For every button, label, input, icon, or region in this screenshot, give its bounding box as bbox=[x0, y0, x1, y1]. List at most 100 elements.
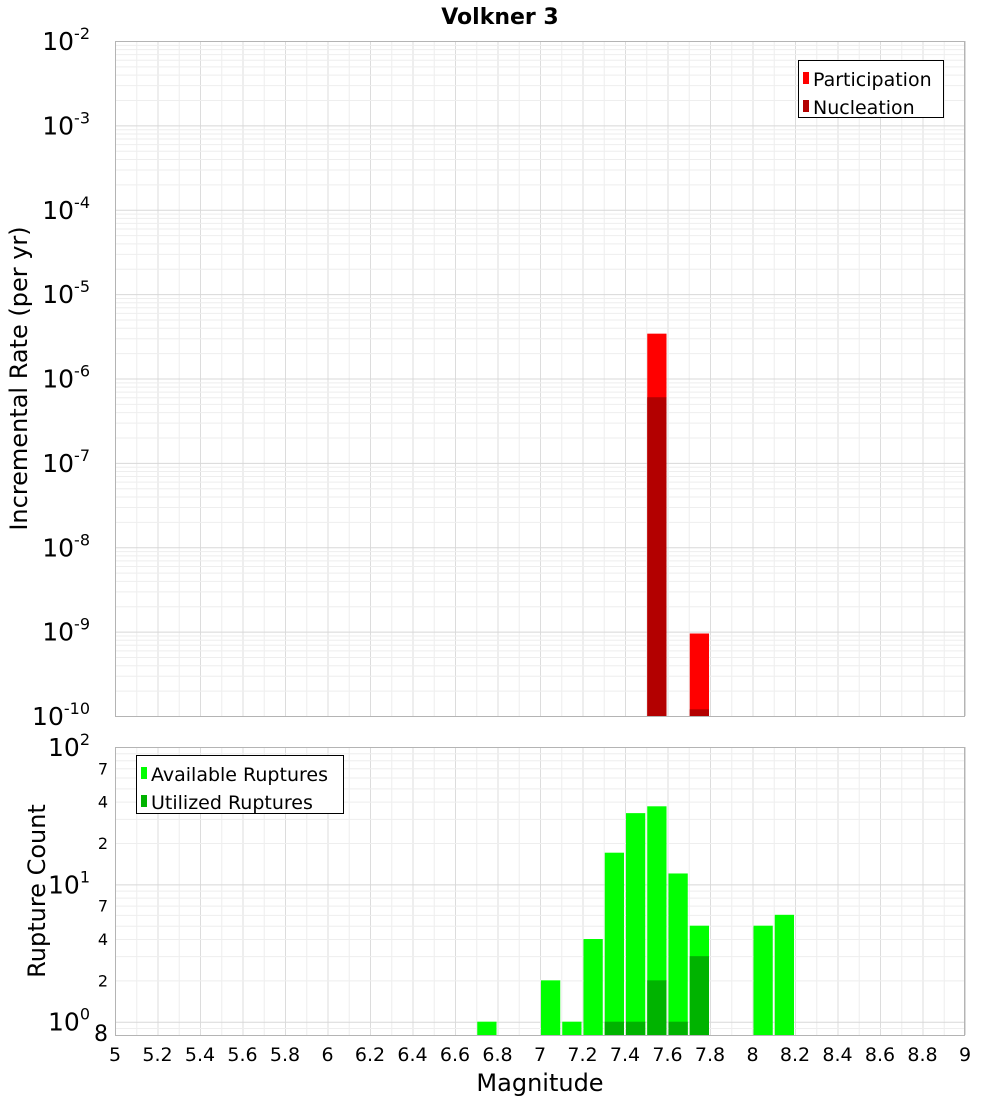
y-minor-tick-label: 2 bbox=[98, 971, 108, 990]
y-tick-label-bottom: 100 bbox=[48, 1005, 90, 1037]
y-tick-label-top-exponent: -7 bbox=[74, 446, 90, 465]
y-tick-label-top-base: 10 bbox=[42, 533, 74, 562]
y-tick-label-top: 10-3 bbox=[42, 108, 90, 140]
x-tick-label: 8 bbox=[746, 1044, 758, 1066]
y-tick-label-top-base: 10 bbox=[42, 196, 74, 225]
count-bar-available-ruptures bbox=[753, 925, 773, 1035]
bottom-legend-label: Utilized Ruptures bbox=[151, 792, 313, 814]
y-tick-label-top-exponent: -9 bbox=[74, 615, 90, 634]
y-tick-label-bottom: 101 bbox=[48, 867, 90, 899]
x-tick-label: 7.4 bbox=[610, 1044, 640, 1066]
top-legend-label: Nucleation bbox=[813, 97, 915, 119]
count-bar-available-ruptures bbox=[477, 1021, 497, 1035]
count-bar-utilized-ruptures bbox=[689, 956, 709, 1035]
x-tick-label: 7.2 bbox=[567, 1044, 597, 1066]
bottom-legend-swatch bbox=[141, 767, 147, 779]
x-tick-label: 7 bbox=[534, 1044, 546, 1066]
top-plot-frame bbox=[115, 41, 965, 717]
y-tick-label-top-exponent: -8 bbox=[74, 530, 90, 549]
x-tick-label: 5.8 bbox=[270, 1044, 300, 1066]
count-bar-available-ruptures bbox=[541, 980, 561, 1035]
top-legend-swatch bbox=[803, 100, 809, 112]
y-tick-label-top-base: 10 bbox=[42, 27, 74, 56]
y-tick-label-top: 10-6 bbox=[42, 362, 90, 394]
count-bar-available-ruptures bbox=[583, 939, 603, 1035]
top-legend-swatch bbox=[803, 72, 809, 84]
count-bar-available-ruptures bbox=[668, 873, 688, 1035]
top-legend-label: Participation bbox=[813, 69, 932, 91]
y-tick-label-top-base: 10 bbox=[42, 280, 74, 309]
y-tick-label-bottom-base: 10 bbox=[48, 870, 80, 899]
y-minor-tick-label: 7 bbox=[98, 759, 108, 778]
y-tick-label-top-exponent: -10 bbox=[64, 699, 90, 718]
bottom-legend-swatch bbox=[141, 795, 147, 807]
rate-bar-participation bbox=[689, 633, 709, 716]
x-tick-label: 6.2 bbox=[355, 1044, 385, 1066]
x-tick-label: 9 bbox=[959, 1044, 971, 1066]
y-tick-label-top-exponent: -3 bbox=[74, 108, 90, 127]
y-tick-label-top-exponent: -5 bbox=[74, 277, 90, 296]
y-tick-label-top-base: 10 bbox=[42, 618, 74, 647]
y-tick-label-top: 10-10 bbox=[32, 699, 90, 731]
rate-bar-nucleation bbox=[689, 709, 709, 716]
y-tick-label-top-exponent: -4 bbox=[74, 193, 90, 212]
count-bar-available-ruptures bbox=[626, 813, 646, 1035]
bottom-legend-label: Available Ruptures bbox=[151, 764, 328, 786]
y-tick-label-top: 10-4 bbox=[42, 193, 90, 225]
y-tick-label-top: 10-8 bbox=[42, 530, 90, 562]
x-tick-label: 7.8 bbox=[695, 1044, 725, 1066]
x-tick-label: 6.4 bbox=[397, 1044, 427, 1066]
x-tick-label: 8.8 bbox=[907, 1044, 937, 1066]
top-legend-box bbox=[798, 60, 944, 118]
y-tick-label-bottom-exponent: 2 bbox=[80, 730, 90, 749]
x-tick-label: 8.4 bbox=[822, 1044, 852, 1066]
y-tick-label-bottom-exponent: 1 bbox=[80, 867, 90, 886]
y-axis-title-bottom: Rupture Count bbox=[23, 804, 51, 978]
x-axis-title: Magnitude bbox=[476, 1069, 603, 1097]
count-bar-utilized-ruptures bbox=[647, 980, 667, 1035]
y-tick-label-top: 10-5 bbox=[42, 277, 90, 309]
x-tick-label: 6.8 bbox=[482, 1044, 512, 1066]
y-tick-label-top-exponent: -6 bbox=[74, 362, 90, 381]
y-minor-tick-label: 4 bbox=[98, 793, 108, 812]
y-tick-label-bottom: 102 bbox=[48, 730, 90, 762]
y-minor-tick-label: 4 bbox=[98, 930, 108, 949]
x-tick-label: 8.6 bbox=[865, 1044, 895, 1066]
y-tick-label-top-base: 10 bbox=[42, 365, 74, 394]
bottom-plot-frame bbox=[115, 747, 965, 1036]
x-tick-label: 7.6 bbox=[652, 1044, 682, 1066]
x-tick-label: 6.6 bbox=[440, 1044, 470, 1066]
count-bar-available-ruptures bbox=[774, 914, 794, 1035]
y-minor-tick-label: 2 bbox=[98, 834, 108, 853]
count-bar-available-ruptures bbox=[562, 1021, 582, 1035]
y-tick-label-top: 10-2 bbox=[42, 24, 90, 56]
y-tick-label-top-exponent: -2 bbox=[74, 24, 90, 43]
chart-title: Volkner 3 bbox=[441, 5, 559, 30]
count-bar-utilized-ruptures bbox=[668, 1021, 688, 1035]
rate-bar-nucleation bbox=[647, 397, 667, 716]
y-axis-title-top: Incremental Rate (per yr) bbox=[5, 226, 33, 530]
x-tick-label: 5.6 bbox=[227, 1044, 257, 1066]
y-tick-label-top: 10-7 bbox=[42, 446, 90, 478]
y-tick-label-top: 10-9 bbox=[42, 615, 90, 647]
y-tick-label-bottom-base: 10 bbox=[48, 1008, 80, 1037]
x-tick-label: 5.4 bbox=[185, 1044, 215, 1066]
count-bar-available-ruptures bbox=[604, 852, 624, 1035]
y-tick-label-top-base: 10 bbox=[42, 111, 74, 140]
y-minor-tick-label: 8 bbox=[94, 1022, 108, 1047]
y-tick-label-top-base: 10 bbox=[42, 449, 74, 478]
x-tick-label: 8.2 bbox=[780, 1044, 810, 1066]
count-bar-utilized-ruptures bbox=[626, 1021, 646, 1035]
count-bar-available-ruptures bbox=[647, 806, 667, 1035]
x-tick-label: 6 bbox=[321, 1044, 333, 1066]
bottom-legend-box bbox=[136, 755, 344, 814]
y-tick-label-top-base: 10 bbox=[32, 702, 64, 731]
x-tick-label: 5.2 bbox=[142, 1044, 172, 1066]
count-bar-utilized-ruptures bbox=[604, 1021, 624, 1035]
gridlines bbox=[115, 41, 966, 1036]
x-tick-label: 5 bbox=[109, 1044, 121, 1066]
y-tick-label-bottom-exponent: 0 bbox=[80, 1005, 90, 1024]
y-tick-label-bottom-base: 10 bbox=[48, 733, 80, 762]
y-minor-tick-label: 7 bbox=[98, 897, 108, 916]
